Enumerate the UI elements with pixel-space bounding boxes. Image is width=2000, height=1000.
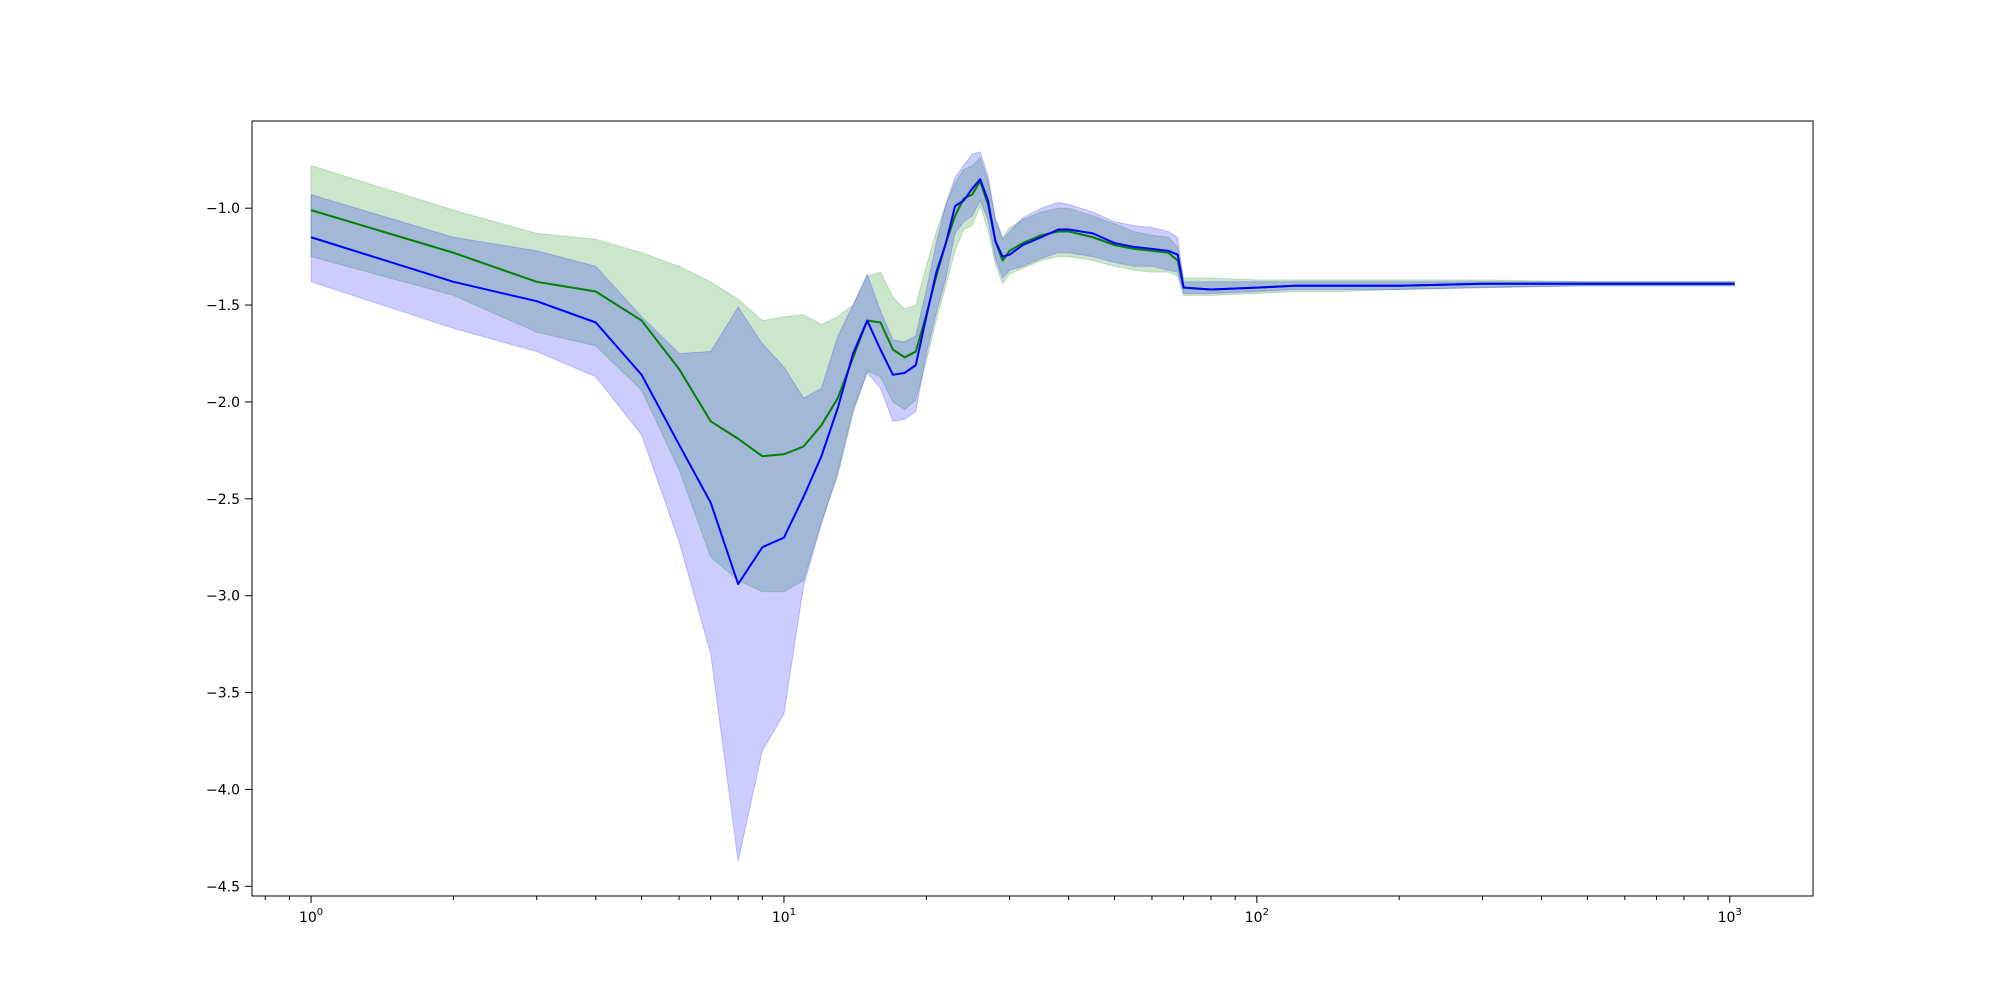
series-2-line xyxy=(310,178,1735,586)
y-tick-label: −3.5 xyxy=(206,686,240,702)
confidence-bands xyxy=(310,151,1736,862)
y-tick-label: −1.0 xyxy=(206,201,240,217)
x-tick-label: 101 xyxy=(772,907,796,926)
series-1-band xyxy=(310,156,1736,593)
y-tick-label: −4.5 xyxy=(206,879,240,895)
y-tick-label: −1.5 xyxy=(206,298,240,314)
plot-area xyxy=(251,120,1814,897)
axes-background xyxy=(252,121,1813,896)
y-tick-label: −2.0 xyxy=(206,395,240,411)
series-lines xyxy=(310,178,1735,586)
x-tick-label: 103 xyxy=(1718,907,1742,926)
y-tick-label: −2.5 xyxy=(206,492,240,508)
x-tick-label: 100 xyxy=(299,907,323,926)
y-axis: −1.0 −1.5 −2.0 −2.5 −3.0 −3.5 −4.0 −4.5 xyxy=(206,201,252,895)
axes-frame xyxy=(251,120,1814,897)
y-tick-label: −4.0 xyxy=(206,782,240,798)
series-2-band xyxy=(310,151,1736,862)
x-axis: 100 101 102 103 xyxy=(264,896,1742,926)
x-tick-label: 102 xyxy=(1245,907,1269,926)
y-tick-label: −3.0 xyxy=(206,589,240,605)
